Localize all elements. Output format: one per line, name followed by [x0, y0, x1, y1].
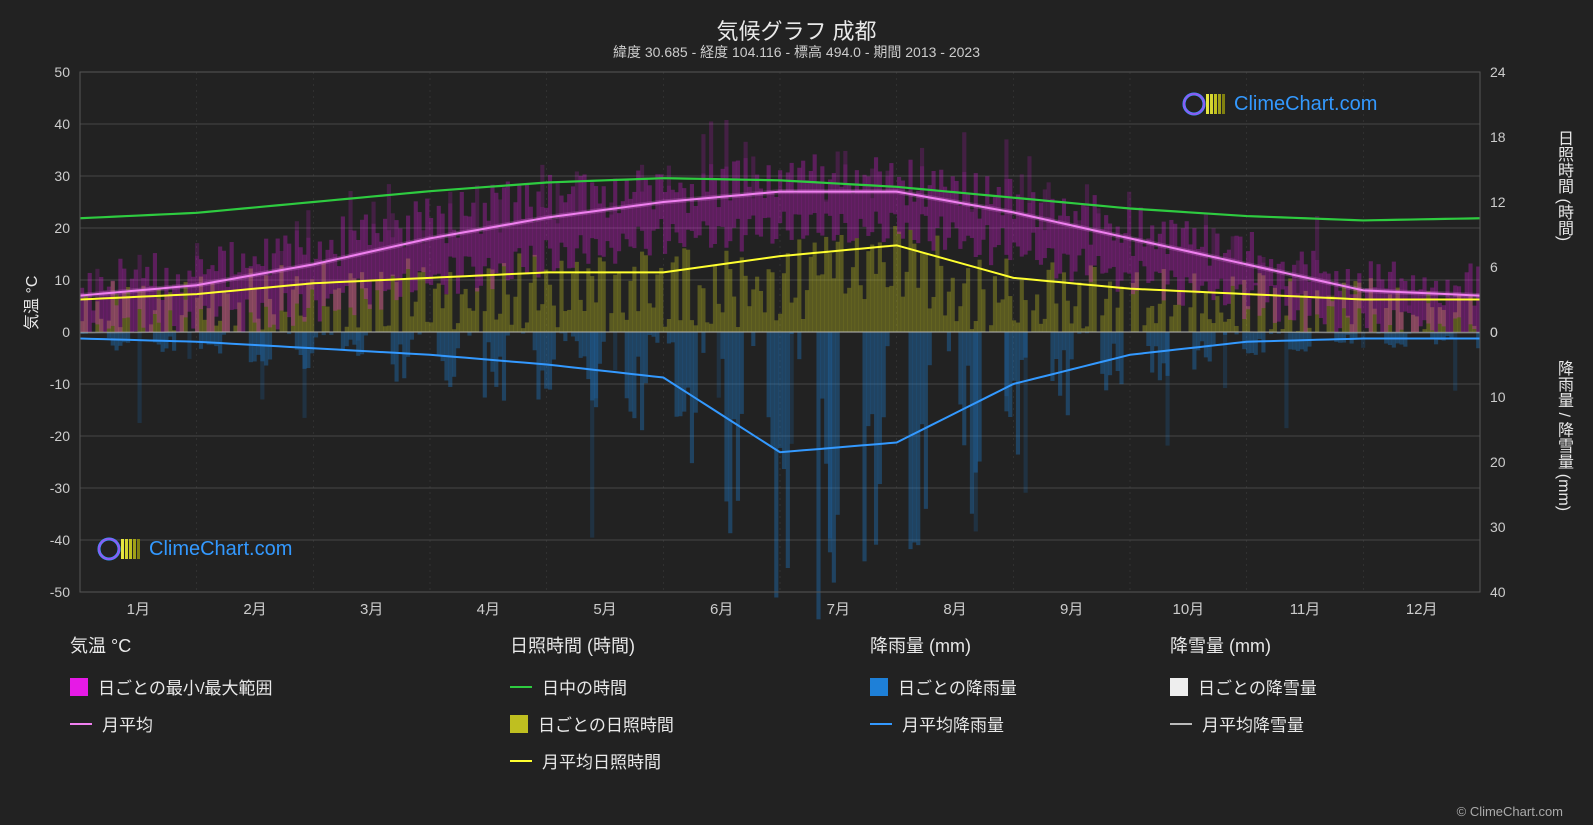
legend-snow: 降雪量 (mm) 日ごとの降雪量 月平均降雪量	[1170, 632, 1450, 773]
legend-rain-avg: 月平均降雨量	[870, 711, 1160, 736]
swatch-sun-avg	[510, 760, 532, 762]
svg-text:0: 0	[62, 324, 70, 340]
legend-temp: 気温 °C 日ごとの最小/最大範囲 月平均	[70, 632, 500, 773]
svg-text:30: 30	[1490, 519, 1506, 535]
swatch-temp-range	[70, 678, 88, 696]
logo-text: ClimeChart.com	[149, 538, 292, 561]
legend-rain-daily: 日ごとの降雨量	[870, 674, 1160, 699]
svg-text:-40: -40	[50, 532, 70, 548]
legend: 気温 °C 日ごとの最小/最大範囲 月平均 日照時間 (時間) 日中の時間 日ご…	[70, 632, 1563, 773]
climechart-logo-top: ClimeChart.com	[1180, 90, 1377, 118]
legend-daylight: 日中の時間	[510, 674, 860, 699]
chart-plot-area: -50-40-30-20-100102030405006121824010203…	[80, 72, 1480, 592]
svg-text:6月: 6月	[710, 601, 733, 618]
swatch-sun-daily	[510, 715, 528, 733]
svg-text:-50: -50	[50, 584, 70, 600]
svg-text:-30: -30	[50, 480, 70, 496]
climechart-logo-bottom: ClimeChart.com	[95, 535, 292, 563]
legend-snow-daily: 日ごとの降雪量	[1170, 674, 1450, 699]
chart-subtitle: 緯度 30.685 - 経度 104.116 - 標高 494.0 - 期間 2…	[0, 42, 1593, 62]
y-axis-right-bottom-label: 降雨量 / 降雪量 (mm)	[1551, 360, 1575, 511]
legend-sun: 日照時間 (時間) 日中の時間 日ごとの日照時間 月平均日照時間	[510, 632, 860, 773]
svg-text:7月: 7月	[827, 601, 850, 618]
svg-text:6: 6	[1490, 259, 1498, 275]
legend-snow-header: 降雪量 (mm)	[1170, 632, 1450, 658]
climate-chart-container: 気候グラフ 成都 緯度 30.685 - 経度 104.116 - 標高 494…	[0, 0, 1593, 825]
swatch-rain-daily	[870, 678, 888, 696]
svg-text:10: 10	[54, 272, 70, 288]
svg-text:24: 24	[1490, 67, 1506, 80]
legend-temp-avg: 月平均	[70, 711, 500, 736]
svg-text:3月: 3月	[360, 601, 383, 618]
swatch-snow-avg	[1170, 723, 1192, 725]
svg-text:40: 40	[54, 116, 70, 132]
legend-temp-header: 気温 °C	[70, 632, 500, 658]
svg-text:11月: 11月	[1290, 601, 1321, 618]
svg-text:9月: 9月	[1060, 601, 1083, 618]
svg-text:10月: 10月	[1172, 601, 1204, 618]
y-axis-right-top-label: 日照時間 (時間)	[1551, 130, 1575, 241]
swatch-temp-avg	[70, 723, 92, 725]
svg-text:10: 10	[1490, 389, 1506, 405]
swatch-snow-daily	[1170, 678, 1188, 696]
legend-sun-header: 日照時間 (時間)	[510, 632, 860, 658]
legend-rain: 降雨量 (mm) 日ごとの降雨量 月平均降雨量	[870, 632, 1160, 773]
svg-text:40: 40	[1490, 584, 1506, 600]
legend-sun-daily: 日ごとの日照時間	[510, 711, 860, 736]
svg-text:0: 0	[1490, 324, 1498, 340]
legend-snow-avg: 月平均降雪量	[1170, 711, 1450, 736]
legend-temp-range: 日ごとの最小/最大範囲	[70, 674, 500, 699]
svg-text:12月: 12月	[1406, 601, 1438, 618]
swatch-daylight	[510, 686, 532, 688]
swatch-rain-avg	[870, 723, 892, 725]
svg-text:50: 50	[54, 67, 70, 80]
logo-text: ClimeChart.com	[1234, 93, 1377, 116]
svg-text:20: 20	[54, 220, 70, 236]
svg-text:1月: 1月	[127, 601, 150, 618]
svg-text:-20: -20	[50, 428, 70, 444]
credit-text: © ClimeChart.com	[1457, 804, 1563, 819]
legend-sun-avg: 月平均日照時間	[510, 748, 860, 773]
svg-text:18: 18	[1490, 129, 1506, 145]
svg-text:-10: -10	[50, 376, 70, 392]
svg-text:20: 20	[1490, 454, 1506, 470]
climechart-logo-icon	[95, 535, 143, 563]
svg-text:12: 12	[1490, 194, 1506, 210]
svg-text:30: 30	[54, 168, 70, 184]
climechart-logo-icon	[1180, 90, 1228, 118]
legend-rain-header: 降雨量 (mm)	[870, 632, 1160, 658]
svg-text:4月: 4月	[477, 601, 500, 618]
svg-text:5月: 5月	[593, 601, 616, 618]
svg-text:2月: 2月	[243, 601, 266, 618]
svg-text:8月: 8月	[943, 601, 966, 618]
